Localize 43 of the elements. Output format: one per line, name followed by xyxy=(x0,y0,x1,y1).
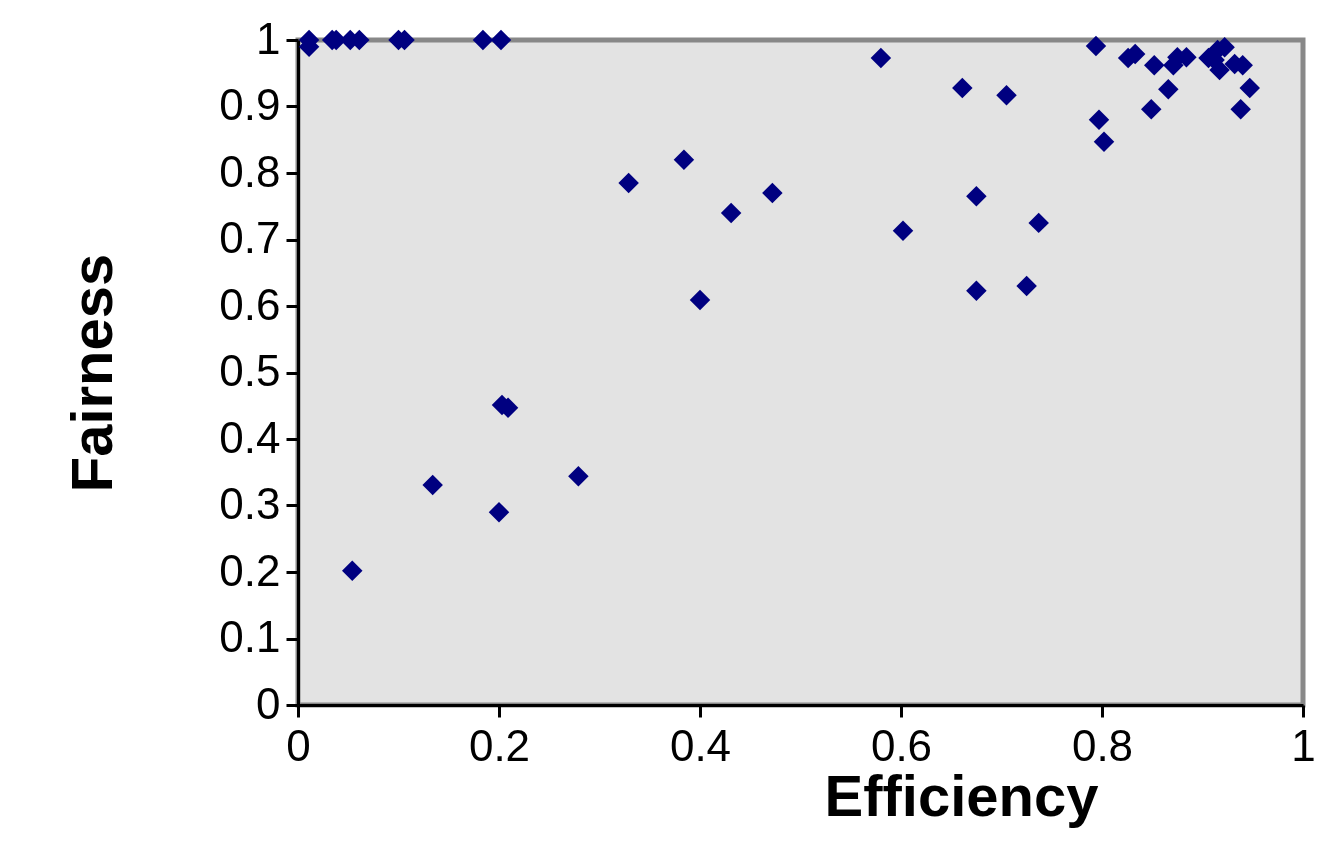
y-tick-label: 0.6 xyxy=(219,279,281,329)
y-tick-label: 0.7 xyxy=(219,213,281,262)
x-tick-label: 0.2 xyxy=(468,720,531,770)
y-tick-label: 0.2 xyxy=(219,545,281,595)
y-axis-title: Fairness xyxy=(59,253,125,493)
point xyxy=(720,202,742,224)
y-tick-label: 1 xyxy=(256,13,281,63)
y-tick-label: 0 xyxy=(256,678,281,728)
point xyxy=(1141,98,1162,120)
y-tick-label: 0.9 xyxy=(219,80,281,129)
point xyxy=(1085,35,1107,57)
y-tick-label: 0.4 xyxy=(219,412,281,462)
point xyxy=(568,465,589,487)
y-tick-label: 0.3 xyxy=(219,479,281,528)
point xyxy=(488,501,510,523)
point xyxy=(762,182,783,204)
point xyxy=(1209,59,1230,81)
point xyxy=(1028,212,1049,234)
point xyxy=(1144,55,1165,76)
point xyxy=(1239,77,1260,99)
point xyxy=(870,47,892,69)
y-tick-label: 0.8 xyxy=(219,146,281,196)
point xyxy=(952,77,973,99)
point xyxy=(1016,275,1037,297)
point xyxy=(618,172,639,194)
point xyxy=(892,220,914,242)
y-tick-label: 0.1 xyxy=(219,612,281,661)
y-tick-label: 0.5 xyxy=(219,346,281,395)
point xyxy=(966,280,987,301)
point xyxy=(490,29,512,51)
x-tick-label: 1 xyxy=(1291,720,1316,770)
point xyxy=(472,29,494,51)
point xyxy=(342,560,363,581)
point xyxy=(1088,109,1110,131)
point xyxy=(966,186,987,207)
point xyxy=(996,84,1017,106)
point xyxy=(1093,131,1115,152)
point xyxy=(1230,98,1251,120)
point xyxy=(1158,78,1179,100)
point xyxy=(689,289,711,311)
point xyxy=(673,149,695,170)
x-tick-label: 0.4 xyxy=(669,720,732,770)
point xyxy=(422,474,443,496)
